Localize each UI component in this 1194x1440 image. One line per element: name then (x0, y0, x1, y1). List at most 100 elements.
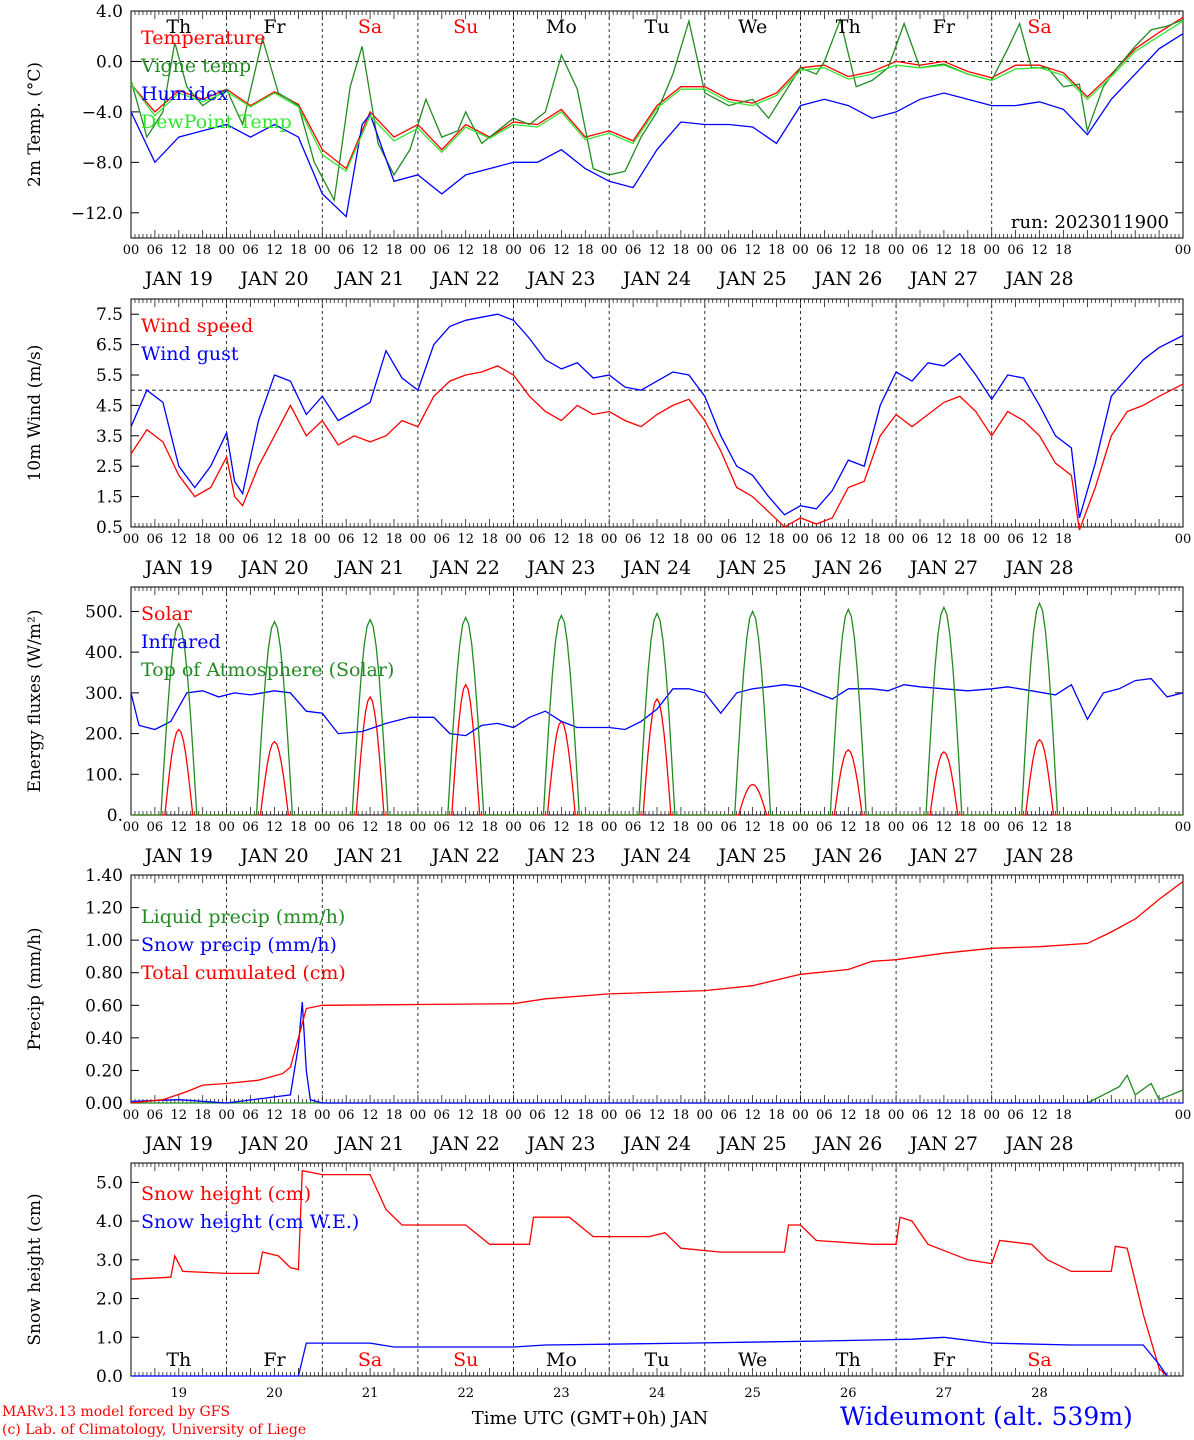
y-tick-label: 4.0 (96, 2, 123, 22)
x-hour-label: 06 (720, 1108, 737, 1123)
x-hour-label: 00 (697, 532, 714, 547)
x-hour-label: 12 (553, 820, 570, 835)
x-hour-label: 06 (1007, 1108, 1024, 1123)
x-hour-label: 18 (768, 1108, 785, 1123)
x-hour-label: 18 (768, 820, 785, 835)
x-hour-label: 18 (481, 243, 498, 258)
weekday-label: Sa (1027, 1349, 1051, 1371)
x-hour-label: 06 (912, 1108, 929, 1123)
y-tick-label: 5.5 (96, 366, 123, 386)
x-day-number: 25 (744, 1386, 761, 1401)
x-hour-label: 00 (983, 532, 1000, 547)
x-hour-label: 00 (983, 820, 1000, 835)
y-tick-label: 0.80 (85, 964, 123, 984)
weekday-label: Fr (263, 16, 286, 38)
legend-entry: Solar (141, 603, 193, 625)
x-hour-label: 12 (362, 243, 379, 258)
x-hour-label: 06 (1007, 532, 1024, 547)
series-line-wind-speed (130, 365, 1184, 531)
x-hour-label: 18 (290, 532, 307, 547)
weekday-label: Fr (263, 1349, 286, 1371)
x-hour-label: 00 (1175, 1108, 1192, 1123)
x-hour-label: 12 (649, 532, 666, 547)
x-axis-label: Time UTC (GMT+0h) JAN (472, 1408, 709, 1429)
x-hour-label: 06 (912, 532, 929, 547)
x-hour-label: 06 (720, 243, 737, 258)
x-day-number: 19 (171, 1386, 188, 1401)
x-hour-label: 06 (242, 532, 259, 547)
x-hour-label: 18 (481, 820, 498, 835)
y-tick-label: 0.5 (96, 518, 123, 538)
x-hour-label: 00 (505, 532, 522, 547)
panel-5: 5.0 4.0 3.0 2.0 1.0 0.0 Snow height (cm) Snow h… (25, 1162, 1184, 1387)
x-hour-label: 12 (840, 1108, 857, 1123)
x-hour-label: 00 (601, 820, 618, 835)
x-hour-label: 12 (840, 532, 857, 547)
x-date-label: JAN 28 (1003, 557, 1073, 579)
x-hour-label: 06 (338, 820, 355, 835)
x-date-label: JAN 22 (430, 845, 500, 867)
series-line-wind-gust (130, 313, 1184, 519)
x-hour-label: 18 (577, 243, 594, 258)
x-hour-label: 12 (457, 820, 474, 835)
y-tick-label: 0.20 (85, 1061, 123, 1081)
panel-2: 7.5 6.5 5.5 4.5 3.5 2.5 1.5 0.5 10m Wind (m/s) 00… (25, 298, 1191, 579)
series-line-liquid-precip-mm-h (131, 1073, 1184, 1104)
weekday-label: Tu (645, 1349, 670, 1371)
x-hour-label: 18 (1055, 532, 1072, 547)
x-hour-label: 12 (744, 820, 761, 835)
x-hour-label: 18 (864, 1108, 881, 1123)
y-tick-label: 100. (85, 765, 123, 785)
x-hour-label: 12 (266, 820, 283, 835)
x-hour-label: 06 (147, 1108, 164, 1123)
weekday-label: Su (453, 16, 478, 38)
y-tick-label: 1.20 (85, 899, 123, 919)
x-hour-label: 00 (123, 1108, 140, 1123)
weekday-label: Su (453, 1349, 478, 1371)
x-hour-label: 00 (314, 532, 331, 547)
y-tick-label: 3.0 (96, 1251, 123, 1271)
x-hour-label: 18 (768, 532, 785, 547)
x-date-label: JAN 21 (334, 1133, 404, 1155)
model-line: MARv3.13 model forced by GFS (2, 1404, 231, 1420)
x-hour-label: 00 (410, 820, 427, 835)
x-hour-label: 12 (649, 243, 666, 258)
x-hour-label: 00 (314, 1108, 331, 1123)
x-hour-label: 12 (266, 1108, 283, 1123)
x-hour-label: 06 (434, 820, 451, 835)
x-hour-label: 00 (888, 243, 905, 258)
x-hour-label: 18 (960, 1108, 977, 1123)
y-tick-label: 5.0 (96, 1173, 123, 1193)
x-date-label: JAN 23 (525, 557, 595, 579)
y-tick-label: 6.5 (96, 336, 123, 356)
x-hour-label: 12 (1031, 532, 1048, 547)
x-date-label: JAN 20 (238, 845, 308, 867)
x-hour-label: 12 (744, 1108, 761, 1123)
x-hour-label: 12 (553, 243, 570, 258)
x-hour-label: 12 (936, 243, 953, 258)
x-day-number: 20 (266, 1386, 283, 1401)
x-date-label: JAN 28 (1003, 268, 1073, 290)
x-date-label: JAN 19 (143, 268, 213, 290)
x-hour-label: 18 (768, 243, 785, 258)
plot-frame (130, 298, 1184, 528)
weekday-label: Th (166, 1349, 191, 1371)
x-hour-label: 12 (171, 1108, 188, 1123)
x-date-label: JAN 25 (717, 557, 787, 579)
legend-entry: Vigne temp (140, 55, 251, 77)
x-date-label: JAN 26 (812, 1133, 882, 1155)
x-hour-label: 06 (816, 820, 833, 835)
y-axis-label: Precip (mm/h) (25, 927, 45, 1050)
legend-entry: Liquid precip (mm/h) (141, 906, 345, 928)
weekday-label: Fr (933, 1349, 956, 1371)
weekday-label: Sa (358, 16, 382, 38)
x-hour-label: 06 (1007, 243, 1024, 258)
x-hour-label: 12 (553, 1108, 570, 1123)
x-hour-label: 06 (147, 532, 164, 547)
y-tick-label: 400. (85, 643, 123, 663)
series-line-total-cumulated-cm (130, 880, 1184, 1104)
x-hour-label: 12 (171, 243, 188, 258)
x-hour-label: 06 (338, 1108, 355, 1123)
legend-entry: Infrared (141, 631, 221, 653)
